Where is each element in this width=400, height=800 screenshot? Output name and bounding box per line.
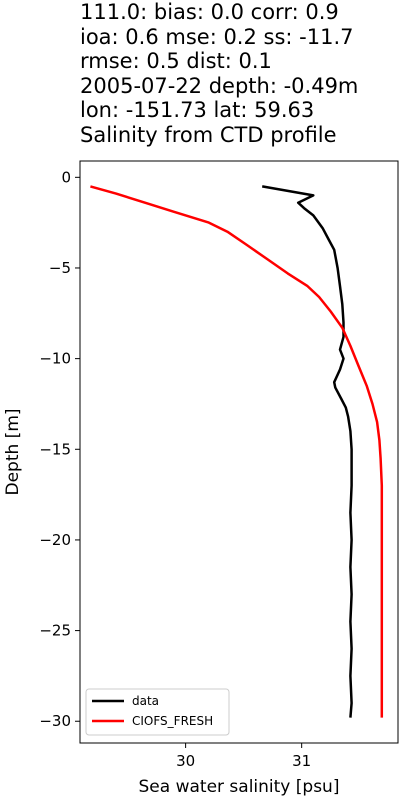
y-axis-label: Depth [m]: [3, 408, 23, 495]
y-tick-label: −25: [39, 622, 71, 640]
x-axis-label: Sea water salinity [psu]: [139, 777, 340, 797]
title-line-4: 2005-07-22 depth: -0.49m: [80, 73, 359, 98]
legend: data CIOFS_FRESH: [85, 688, 230, 736]
plot-frame: [79, 160, 399, 744]
x-tick-label: 30: [176, 752, 195, 770]
y-tick-label: −15: [39, 440, 71, 458]
legend-label-data: data: [132, 694, 159, 708]
y-tick-label: −5: [49, 259, 71, 277]
x-tick-label: 31: [292, 752, 311, 770]
legend-label-ciofs-fresh: CIOFS_FRESH: [132, 714, 213, 728]
y-tick-label: −30: [39, 712, 71, 730]
title-line-2: ioa: 0.6 mse: 0.2 ss: -11.7: [80, 24, 354, 49]
y-tick-label: 0: [61, 168, 71, 186]
title-line-3: rmse: 0.5 dist: 0.1: [80, 49, 272, 73]
y-tick-label: −10: [39, 350, 71, 368]
chart-title: 111.0: bias: 0.0 corr: 0.9 ioa: 0.6 mse:…: [80, 0, 398, 147]
title-line-6: Salinity from CTD profile: [80, 122, 337, 147]
title-line-5: lon: -151.73 lat: 59.63: [80, 98, 315, 122]
series-line-ciofs-fresh: [90, 185, 384, 718]
title-line-1: 111.0: bias: 0.0 corr: 0.9: [80, 0, 339, 24]
series-line-data: [261, 185, 353, 718]
y-tick-label: −20: [39, 531, 71, 549]
